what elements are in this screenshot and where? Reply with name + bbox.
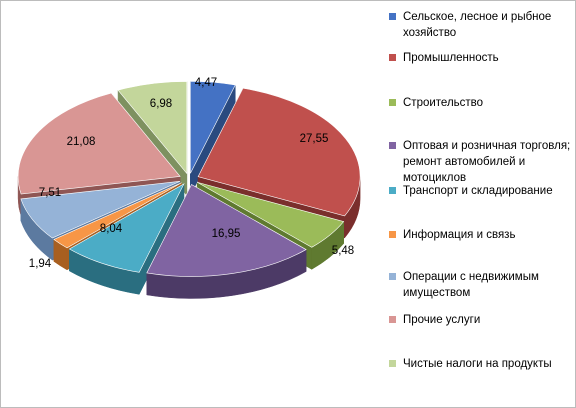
legend-label-construction: Строительство bbox=[403, 97, 484, 109]
slice-industry bbox=[197, 87, 361, 217]
data-label-trade: 16,95 bbox=[212, 228, 241, 240]
data-label-communication: 1,94 bbox=[29, 258, 52, 270]
legend-label-industry: Промышленность bbox=[403, 52, 499, 64]
legend-swatch-net-taxes bbox=[389, 360, 396, 367]
slice-transport bbox=[68, 183, 185, 273]
data-label-agriculture: 4,47 bbox=[195, 77, 217, 89]
legend-swatch-agriculture bbox=[389, 13, 396, 20]
legend-swatch-construction bbox=[389, 99, 396, 106]
legend-label-communication: Информация и связь bbox=[403, 229, 516, 241]
legend-swatch-trade bbox=[389, 142, 396, 149]
legend-label-real-estate: Операции с недвижимым имуществом bbox=[403, 271, 539, 299]
legend: Сельское, лесное и рыбное хозяйство Пром… bbox=[389, 1, 575, 407]
data-label-other-services: 21,08 bbox=[67, 136, 96, 148]
data-label-net-taxes: 6,98 bbox=[150, 98, 172, 110]
slice-agriculture bbox=[190, 81, 236, 174]
legend-label-agriculture: Сельское, лесное и рыбное хозяйство bbox=[403, 11, 552, 39]
legend-label-net-taxes: Чистые налоги на продукты bbox=[403, 358, 552, 370]
pie-top-layer bbox=[17, 81, 361, 277]
slice-trade bbox=[146, 184, 307, 277]
legend-label-other-services: Прочие услуги bbox=[403, 314, 481, 326]
legend-label-transport: Транспорт и складирование bbox=[403, 185, 553, 197]
slice-communication bbox=[53, 182, 182, 249]
legend-swatch-industry bbox=[389, 54, 396, 61]
data-label-transport: 8,04 bbox=[100, 223, 123, 235]
slice-net-taxes bbox=[117, 81, 188, 175]
slice-real-estate bbox=[20, 181, 181, 239]
data-label-industry: 27,55 bbox=[300, 133, 329, 145]
data-label-real-estate: 7,51 bbox=[39, 187, 61, 199]
legend-swatch-other-services bbox=[389, 316, 396, 323]
pie-chart: 4,47 27,55 5,48 16,95 8,04 1,94 7,51 21,08 6,98 bbox=[17, 77, 361, 299]
legend-swatch-communication bbox=[389, 231, 396, 238]
legend-swatch-transport bbox=[389, 187, 396, 194]
slice-construction bbox=[197, 181, 345, 248]
legend-label-trade: Оптовая и розничная торговля; ремонт авт… bbox=[403, 140, 571, 184]
legend-swatch-real-estate bbox=[389, 273, 396, 280]
data-label-construction: 5,48 bbox=[332, 245, 354, 257]
slice-other-services bbox=[17, 92, 181, 195]
